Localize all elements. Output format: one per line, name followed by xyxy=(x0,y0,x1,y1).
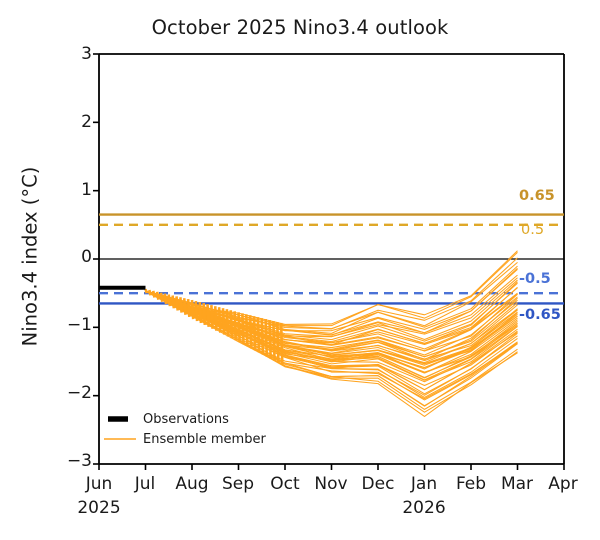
x-tick-oct: Oct xyxy=(270,474,300,494)
axes-spines xyxy=(98,53,565,465)
x-tick-nov: Nov xyxy=(314,474,348,494)
legend-label-ensemble: Ensemble member xyxy=(143,432,266,447)
x-tick-feb: Feb xyxy=(455,474,487,494)
x-tick-dec: Dec xyxy=(361,474,395,494)
x-tick-jan: Jan xyxy=(410,474,438,494)
y-tick-3: 3 xyxy=(81,44,92,64)
threshold-label-m065: -0.65 xyxy=(519,307,561,323)
y-tick-0: 0 xyxy=(81,247,92,267)
legend-swatches xyxy=(104,416,136,440)
legend-label-observations: Observations xyxy=(143,412,229,427)
y-tick-1: 1 xyxy=(81,180,92,200)
y-axis-tick-labels: 3 2 1 0 −1 −2 −3 xyxy=(56,0,92,540)
chart-title: October 2025 Nino3.4 outlook xyxy=(151,16,449,39)
x-tick-mar: Mar xyxy=(500,474,534,494)
y-tick-m2: −2 xyxy=(66,383,92,403)
x-tick-jul: Jul xyxy=(134,474,156,494)
axis-ticks xyxy=(93,53,565,470)
y-tick-m3: −3 xyxy=(66,451,92,471)
x-year-2026: 2026 xyxy=(402,498,446,518)
ensemble-lines xyxy=(144,250,518,417)
x-tick-sep: Sep xyxy=(221,474,255,494)
x-year-2025: 2025 xyxy=(77,498,121,518)
threshold-label-m05: -0.5 xyxy=(519,271,551,287)
y-tick-2: 2 xyxy=(81,112,92,132)
threshold-label-065: 0.65 xyxy=(519,188,555,204)
y-tick-m1: −1 xyxy=(66,315,92,335)
x-tick-jun: Jun xyxy=(85,474,113,494)
x-tick-apr: Apr xyxy=(548,474,578,494)
x-tick-aug: Aug xyxy=(175,474,209,494)
